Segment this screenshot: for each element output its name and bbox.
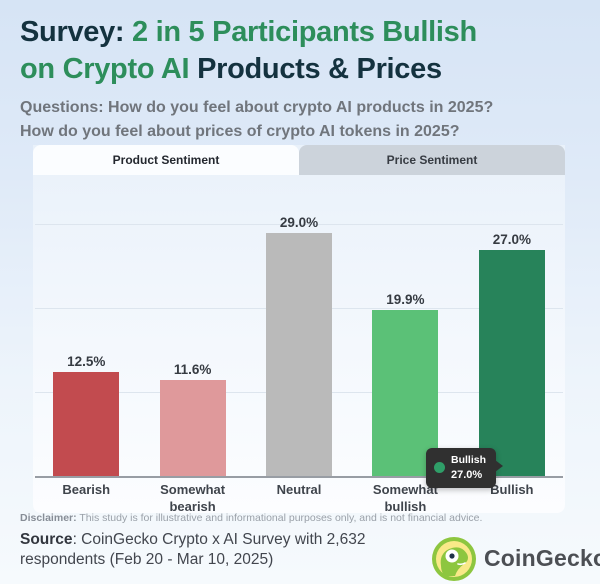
coingecko-wordmark: CoinGecko <box>484 545 600 571</box>
bar-group-somewhat-bearish: 11.6% <box>139 175 245 477</box>
title-part-dark-1: Survey: <box>20 16 133 48</box>
category-somewhat-bearish: Somewhat bearish <box>160 482 226 514</box>
plot-area: 12.5% 11.6% 29.0% 19.9% 27.0% <box>33 175 565 478</box>
subtitle: Questions: How do you feel about crypto … <box>20 96 580 146</box>
bar-somewhat-bearish[interactable] <box>159 379 226 477</box>
coingecko-logo-icon <box>432 537 476 581</box>
bar-bearish[interactable] <box>53 372 120 477</box>
bar-series: 12.5% 11.6% 29.0% 19.9% 27.0% <box>33 175 565 477</box>
bar-bullish[interactable] <box>478 250 545 477</box>
disclaimer-text: This study is for illustrative and infor… <box>76 512 483 524</box>
bar-neutral[interactable] <box>266 233 333 477</box>
bar-value-label: 29.0% <box>279 215 319 231</box>
bar-group-bullish: 27.0% <box>459 175 565 477</box>
tab-bar: Product Sentiment Price Sentiment <box>33 145 565 175</box>
tab-price-sentiment[interactable]: Price Sentiment <box>299 145 565 175</box>
title-part-dark-2: Products & Prices <box>197 52 442 85</box>
bar-value-label: 27.0% <box>492 232 531 248</box>
bar-value-label: 11.6% <box>173 361 212 377</box>
bar-group-neutral: 29.0% <box>246 175 352 477</box>
bar-value-label: 19.9% <box>386 291 425 307</box>
disclaimer: Disclaimer: This study is for illustrati… <box>20 512 482 524</box>
source-line-2: respondents (Feb 20 - Mar 10, 2025) <box>20 550 274 568</box>
category-somewhat-bullish: Somewhat bullish <box>372 482 438 514</box>
tooltip-title: Bullish <box>451 454 487 466</box>
category-neutral: Neutral <box>276 482 322 497</box>
header: Survey: 2 in 5 Participants Bullish on C… <box>20 14 580 145</box>
x-axis-line <box>35 476 563 478</box>
disclaimer-prefix: Disclaimer: <box>20 512 77 524</box>
title-part-green-1: 2 in 5 Participants Bullish <box>132 16 477 48</box>
category-bearish: Bearish <box>62 482 111 497</box>
subtitle-line-2: How do you feel about prices of crypto A… <box>20 123 460 141</box>
bar-group-somewhat-bullish: 19.9% <box>352 175 458 477</box>
category-bullish: Bullish <box>490 482 534 497</box>
source-note: Source: CoinGecko Crypto x AI Survey wit… <box>20 530 450 570</box>
category-labels: Bearish Somewhat bearish Neutral Somewha… <box>33 482 565 516</box>
tab-product-sentiment[interactable]: Product Sentiment <box>33 145 299 175</box>
bar-value-label: 12.5% <box>67 354 106 369</box>
tooltip-value: 27.0% <box>451 468 483 481</box>
bar-group-bearish: 12.5% <box>33 175 139 477</box>
source-line-1: : CoinGecko Crypto x AI Survey with 2,63… <box>72 531 366 548</box>
chart-panel: Product Sentiment Price Sentiment 12.5% … <box>33 145 565 516</box>
title-part-green-2: on Crypto AI <box>20 52 198 85</box>
page-title: Survey: 2 in 5 Participants Bullish on C… <box>20 14 580 88</box>
source-prefix: Source <box>20 531 73 548</box>
subtitle-line-1: Questions: How do you feel about crypto … <box>20 98 494 116</box>
tooltip-series-dot-icon <box>434 462 445 474</box>
tooltip-arrow <box>495 460 504 472</box>
tooltip-bullish: Bullish 27.0% <box>426 448 504 488</box>
gridline-30pct <box>35 224 563 225</box>
